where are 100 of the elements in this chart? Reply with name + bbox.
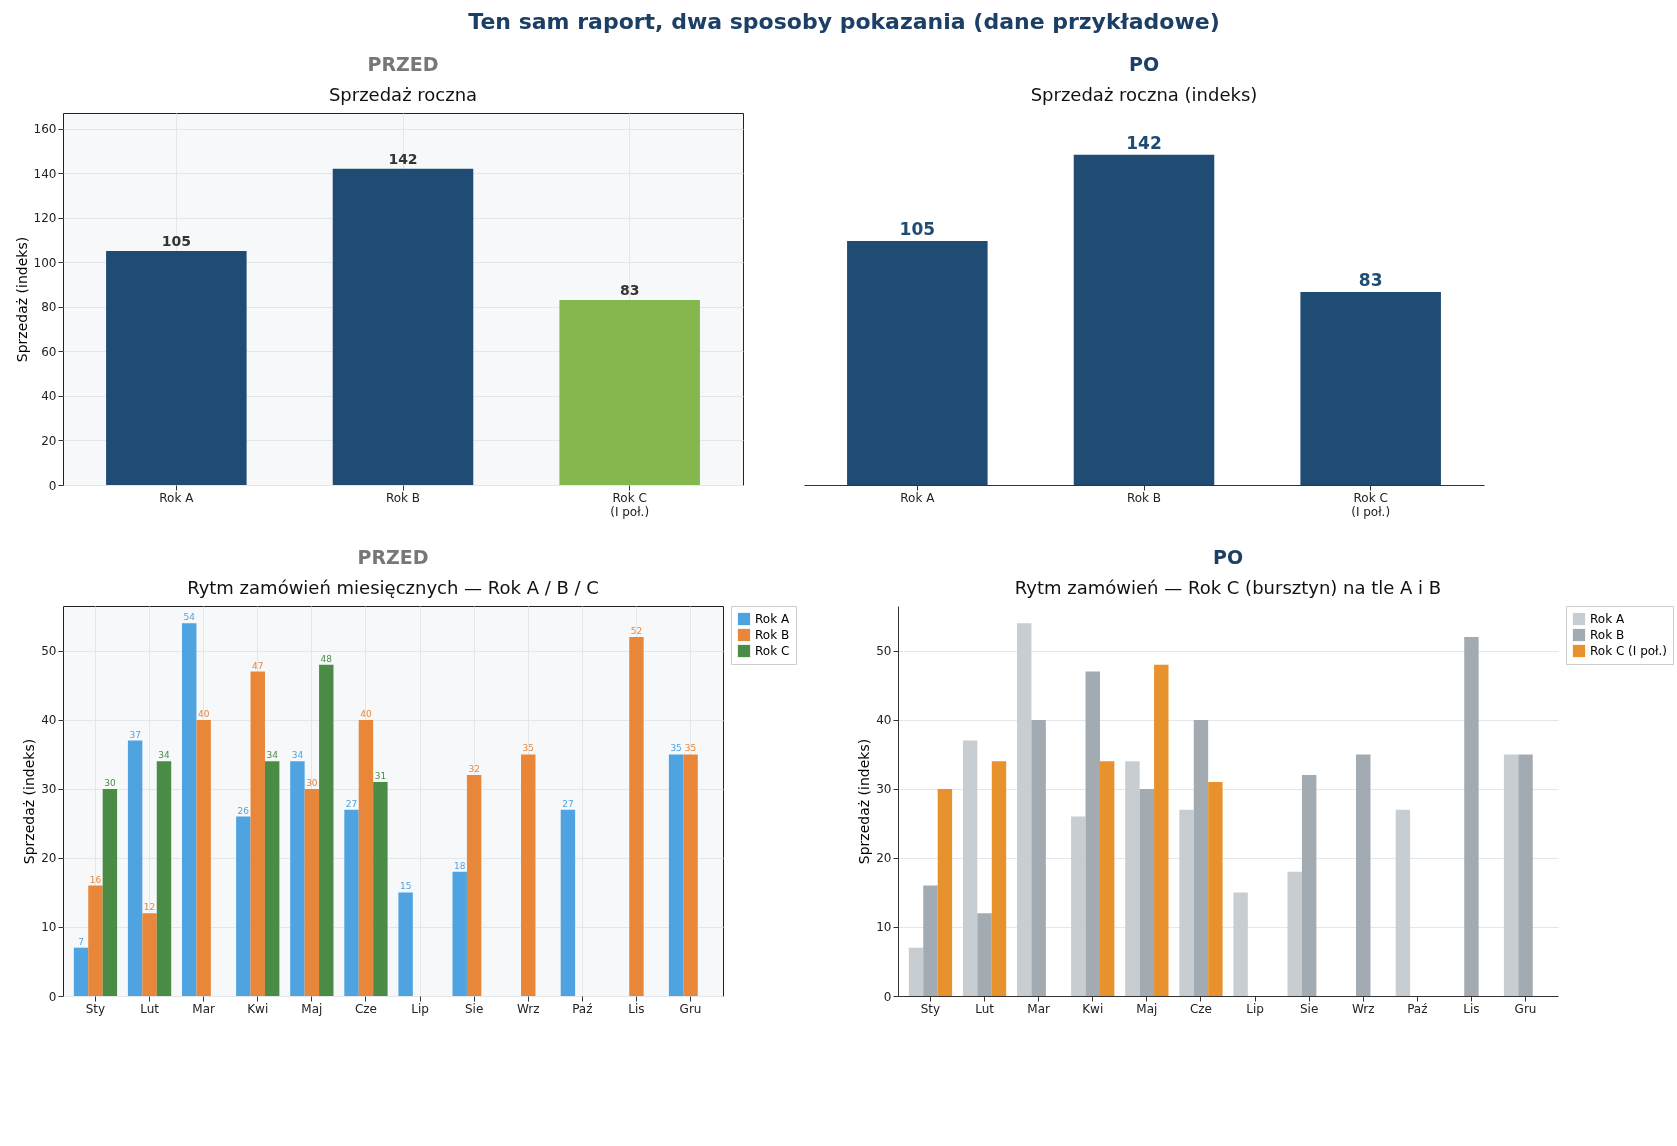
y-tick-label: 160 [33, 122, 57, 137]
bar [398, 892, 413, 996]
bar [1301, 775, 1317, 996]
x-tick-label: Rok A [159, 490, 195, 505]
bar [373, 782, 388, 996]
bar [560, 809, 576, 996]
bar [1071, 816, 1086, 996]
text: PO [1212, 545, 1244, 568]
bar [102, 788, 118, 996]
bar [683, 754, 698, 996]
data-label: 35 [684, 743, 697, 754]
data-label: 32 [468, 764, 480, 775]
bar [1125, 761, 1140, 996]
data-label: 7 [78, 936, 84, 947]
data-label: 54 [183, 612, 196, 623]
bar [1287, 871, 1302, 996]
x-tick-label: Sty [920, 1001, 941, 1016]
bar [196, 719, 211, 996]
legend-label: Rok C (I poł.) [1590, 644, 1667, 658]
y-axis-title: Sprzedaż (indeks) [21, 738, 38, 865]
bar [923, 885, 938, 996]
bar [1395, 809, 1411, 996]
data-label: 34 [266, 750, 279, 761]
data-label: 142 [388, 150, 418, 167]
x-tick-label: Cze [1189, 1001, 1212, 1016]
data-label: 142 [1126, 132, 1162, 153]
x-tick-label: Maj [1136, 1001, 1158, 1016]
x-tick-label: Paź [1407, 1001, 1428, 1016]
data-label: 83 [619, 282, 640, 299]
text: PO [1128, 53, 1160, 75]
bar [1356, 754, 1371, 996]
x-tick-label: Wrz [1351, 1001, 1375, 1016]
bar [1179, 809, 1194, 996]
x-tick-label: Gru [679, 1001, 702, 1016]
x-tick-label: Lip [1246, 1001, 1264, 1016]
bar [962, 740, 978, 996]
data-label: 15 [399, 881, 412, 892]
text: PRZED [357, 545, 429, 568]
chart-title: Rytm zamówień miesięcznych — Rok A / B / C [187, 576, 599, 598]
x-tick-label: Lip [411, 1001, 429, 1016]
bar [1464, 637, 1479, 996]
y-tick-label: 20 [41, 433, 57, 448]
data-label: 26 [237, 805, 250, 816]
bar [991, 761, 1007, 996]
bar [466, 775, 482, 996]
x-tick-label: Lut [975, 1001, 995, 1016]
bar [1193, 719, 1209, 996]
y-axis-title: Sprzedaż (indeks) [13, 236, 30, 363]
bar [1518, 754, 1533, 996]
data-label: 30 [306, 777, 318, 788]
x-tick-label: Rok C (I poł.) [610, 490, 650, 519]
x-tick-label: Rok B [385, 490, 421, 505]
bar [319, 664, 334, 996]
x-tick-label: Sty [85, 1001, 106, 1016]
data-label: 105 [899, 218, 936, 239]
bar [182, 623, 197, 996]
bar [668, 754, 684, 996]
bar [236, 816, 251, 996]
x-tick-label: Lis [628, 1001, 645, 1016]
data-label: 40 [360, 708, 372, 719]
chart-title: Sprzedaż roczna (indeks) [1030, 84, 1258, 105]
legend-label: Rok B [755, 628, 790, 642]
data-label: 34 [158, 750, 170, 761]
bar [250, 671, 265, 996]
bar [156, 761, 172, 996]
data-label: 34 [291, 750, 304, 761]
bar [304, 788, 320, 996]
y-tick-label: 50 [41, 644, 57, 659]
bar [1099, 761, 1115, 996]
y-tick-label: 40 [876, 713, 892, 728]
bar [290, 761, 305, 996]
bar [106, 251, 247, 485]
x-tick-label: Cze [354, 1001, 377, 1016]
data-label: 18 [453, 860, 466, 871]
bar [1017, 623, 1032, 996]
legend-label: Rok A [1590, 612, 1625, 626]
y-tick-label: 140 [33, 166, 57, 181]
bar [344, 809, 359, 996]
data-label: 35 [670, 743, 682, 754]
y-tick-label: 0 [883, 989, 892, 1004]
bar [1031, 719, 1046, 996]
y-tick-label: 20 [41, 851, 57, 866]
data-label: 35 [522, 743, 534, 754]
bar [977, 913, 992, 996]
bar [1154, 664, 1169, 996]
bar [332, 168, 474, 485]
data-label: 27 [562, 798, 574, 809]
y-tick-label: 30 [41, 782, 57, 797]
bar [127, 740, 143, 996]
x-tick-label: Mar [1027, 1001, 1051, 1016]
data-label: 52 [630, 626, 643, 637]
x-tick-label: Gru [1514, 1001, 1537, 1016]
x-tick-label: Maj [301, 1001, 323, 1016]
data-label: 16 [89, 874, 102, 885]
bar [88, 885, 103, 996]
x-tick-label: Rok B [1126, 490, 1162, 505]
bar [937, 788, 953, 996]
x-tick-label: Mar [192, 1001, 216, 1016]
y-tick-label: 40 [41, 713, 57, 728]
y-tick-label: 10 [41, 920, 57, 935]
